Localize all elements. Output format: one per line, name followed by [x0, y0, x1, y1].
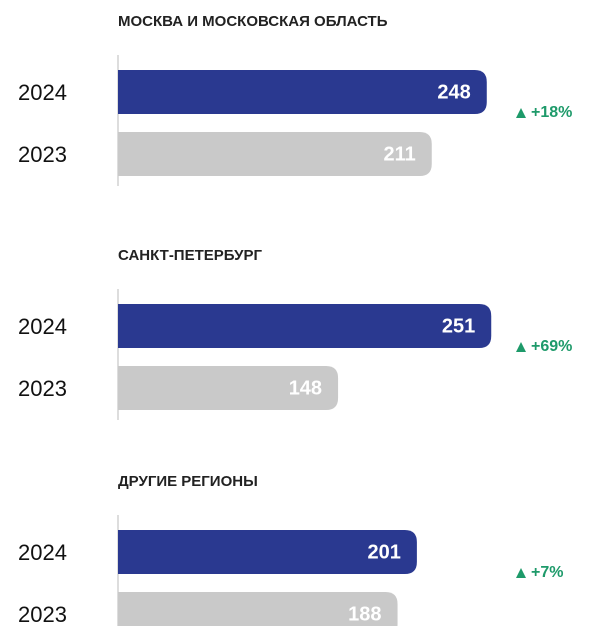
year-label: 2023 — [18, 142, 67, 167]
year-label: 2024 — [18, 540, 67, 565]
year-label: 2024 — [18, 80, 67, 105]
bar — [118, 70, 487, 114]
year-label: 2024 — [18, 314, 67, 339]
value-label: 251 — [442, 315, 475, 337]
value-label: 188 — [348, 603, 381, 625]
up-triangle — [516, 568, 526, 578]
bar — [118, 366, 339, 410]
change-label: +18% — [531, 104, 572, 121]
up-triangle — [516, 342, 526, 352]
value-label: 201 — [368, 541, 401, 563]
panel-title: ДРУГИЕ РЕГИОНЫ — [118, 473, 258, 490]
bar — [118, 132, 432, 176]
up-triangle — [516, 108, 526, 118]
change-label: +69% — [531, 338, 572, 355]
panel-title: САНКТ-ПЕТЕРБУРГ — [118, 247, 263, 264]
value-label: 148 — [289, 377, 322, 399]
bar — [118, 530, 417, 574]
year-label: 2023 — [18, 602, 67, 626]
panel-title: МОСКВА И МОСКОВСКАЯ ОБЛАСТЬ — [118, 13, 388, 30]
bar — [118, 592, 398, 626]
bar — [118, 304, 492, 348]
value-label: 248 — [437, 81, 470, 103]
change-label: +7% — [531, 564, 563, 581]
year-label: 2023 — [18, 376, 67, 401]
value-label: 211 — [383, 143, 415, 165]
